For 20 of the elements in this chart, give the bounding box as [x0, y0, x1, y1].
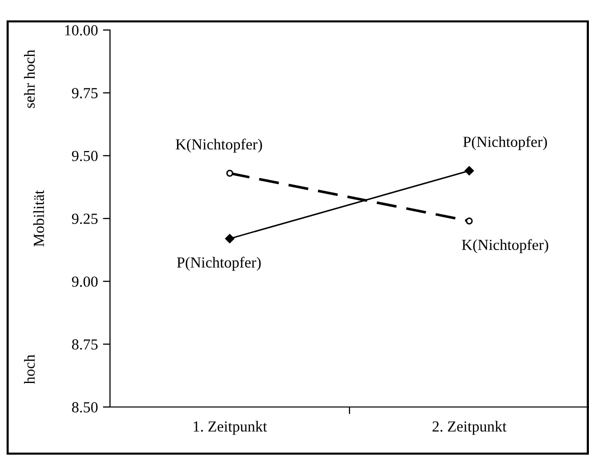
text: sehr hoch: [24, 50, 35, 108]
text: K(Nichtopfer): [176, 138, 262, 153]
text: P(Nichtopfer): [176, 256, 261, 271]
y-axis-title: Mobilität: [33, 190, 44, 246]
series-label: P(Nichtopfer): [463, 136, 547, 150]
y-tick-label: 8.50: [72, 402, 98, 413]
point: [464, 166, 474, 176]
point: [225, 234, 234, 244]
y-tick-label: 9.25: [72, 214, 98, 224]
y-tick-label: 10.00: [65, 25, 98, 36]
point: [226, 170, 234, 177]
x-tick-label: 1. Zeitpunkt: [194, 420, 267, 435]
y-tick-label: 9.75: [72, 88, 98, 98]
y-tick-label: 8.75: [72, 339, 98, 350]
point: [466, 218, 473, 224]
series-label: K(Nichtopfer): [462, 239, 548, 254]
x-tick-label: 2. Zeitpunkt: [432, 420, 506, 435]
text: hoch: [24, 354, 35, 384]
y-tick-label: 9.00: [72, 276, 98, 287]
y-tick-label: 9.50: [72, 150, 98, 162]
